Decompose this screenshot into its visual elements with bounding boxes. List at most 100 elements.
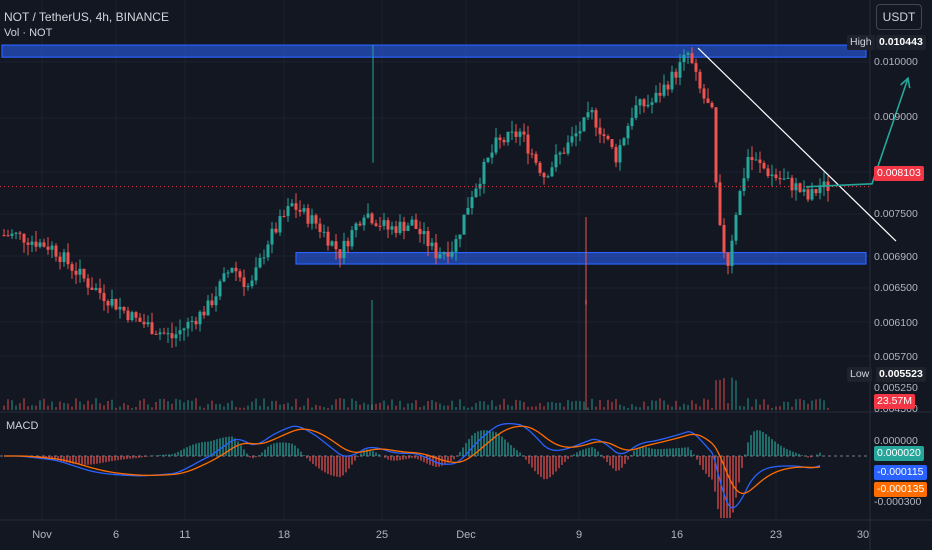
candle-body bbox=[222, 273, 226, 282]
candle-body bbox=[134, 312, 138, 318]
candle-body bbox=[530, 153, 534, 155]
candle-body bbox=[722, 225, 726, 253]
volume-bar bbox=[447, 405, 449, 410]
candle-body bbox=[706, 98, 710, 103]
candle-body bbox=[526, 134, 530, 154]
volume-bar bbox=[759, 404, 761, 410]
macd-indicator-label[interactable]: MACD bbox=[6, 420, 39, 432]
candle-body bbox=[518, 131, 522, 137]
volume-indicator-label[interactable]: Vol · NOT bbox=[4, 27, 53, 39]
candle-body bbox=[638, 99, 642, 106]
volume-value-badge: 23.57M bbox=[874, 394, 916, 409]
current-price-badge: 0.008103 bbox=[874, 166, 924, 181]
low-value-badge: 0.005523 bbox=[876, 367, 926, 382]
volume-bar bbox=[47, 405, 49, 410]
candle-body bbox=[450, 251, 454, 257]
candle-body bbox=[182, 328, 186, 331]
volume-bar bbox=[655, 400, 657, 410]
volume-bar bbox=[211, 400, 213, 410]
volume-bar bbox=[215, 404, 217, 410]
volume-bar bbox=[363, 402, 365, 410]
candle-body bbox=[174, 334, 178, 339]
volume-bar bbox=[343, 398, 345, 410]
volume-bar bbox=[663, 400, 665, 410]
candle-body bbox=[398, 221, 402, 233]
volume-bar bbox=[635, 406, 637, 410]
candle-body bbox=[70, 264, 74, 271]
candle-body bbox=[310, 215, 314, 224]
candle-body bbox=[166, 333, 170, 335]
candle-body bbox=[418, 228, 422, 235]
volume-bar bbox=[695, 403, 697, 410]
volume-bar bbox=[723, 378, 725, 410]
price-tick: 0.009000 bbox=[874, 111, 918, 123]
candle-body bbox=[342, 240, 346, 259]
volume-bar bbox=[547, 402, 549, 410]
volume-bar bbox=[119, 406, 121, 410]
candle-body bbox=[466, 208, 470, 215]
candle-body bbox=[338, 249, 342, 259]
volume-bar bbox=[827, 407, 829, 410]
candle-body bbox=[394, 226, 398, 233]
time-tick: 30 bbox=[856, 529, 870, 541]
volume-bar bbox=[327, 407, 329, 410]
candle-body bbox=[106, 301, 110, 306]
candle-body bbox=[806, 189, 810, 200]
candle-body bbox=[306, 208, 310, 224]
candle-body bbox=[562, 152, 566, 154]
candle-body bbox=[214, 296, 218, 306]
candle-body bbox=[778, 178, 782, 180]
candle-body bbox=[270, 228, 274, 245]
candle-body bbox=[46, 246, 50, 250]
symbol-title[interactable]: NOT / TetherUS, 4h, BINANCE bbox=[4, 10, 169, 24]
candle-body bbox=[582, 117, 586, 132]
volume-bar bbox=[335, 399, 337, 410]
volume-bar bbox=[511, 405, 513, 410]
price-tick: 0.006900 bbox=[874, 251, 918, 263]
candle-body bbox=[218, 281, 222, 297]
volume-bar bbox=[375, 403, 377, 410]
candle-body bbox=[738, 191, 742, 215]
volume-bar bbox=[519, 400, 521, 410]
volume-bar bbox=[355, 400, 357, 410]
candle-body bbox=[630, 117, 634, 127]
candle-body bbox=[522, 131, 526, 135]
volume-bar bbox=[71, 406, 73, 410]
volume-bar bbox=[251, 401, 253, 410]
candle-body bbox=[770, 174, 774, 176]
candle-body bbox=[766, 168, 770, 176]
volume-bar bbox=[23, 398, 25, 410]
volume-bar bbox=[763, 399, 765, 410]
candle-body bbox=[246, 286, 250, 288]
volume-bar bbox=[103, 405, 105, 410]
volume-bar bbox=[167, 401, 169, 410]
price-tick: 0.007500 bbox=[874, 208, 918, 220]
price-tick: 0.006500 bbox=[874, 282, 918, 294]
volume-bar bbox=[283, 404, 285, 410]
candle-body bbox=[510, 131, 514, 133]
volume-bar bbox=[67, 403, 69, 410]
candle-body bbox=[486, 157, 490, 162]
candle-body bbox=[114, 299, 118, 310]
volume-bar bbox=[611, 401, 613, 410]
candle-body bbox=[682, 54, 686, 63]
volume-bar bbox=[135, 406, 137, 410]
candle-body bbox=[178, 330, 182, 335]
candle-body bbox=[606, 135, 610, 140]
candle-body bbox=[10, 233, 14, 236]
candle-body bbox=[194, 320, 198, 325]
candle-body bbox=[258, 257, 262, 268]
candle-body bbox=[58, 256, 62, 263]
signal-line-badge: -0.000135 bbox=[874, 482, 928, 497]
volume-bar bbox=[231, 400, 233, 410]
volume-bar bbox=[43, 398, 45, 410]
volume-bar bbox=[11, 400, 13, 410]
volume-bar bbox=[643, 401, 645, 410]
price-tick: 0.010000 bbox=[874, 56, 918, 68]
macd-line-badge: -0.000115 bbox=[874, 465, 927, 480]
candle-body bbox=[158, 332, 162, 335]
volume-bar bbox=[179, 399, 181, 410]
candle-body bbox=[650, 102, 654, 105]
currency-button[interactable]: USDT bbox=[876, 4, 922, 30]
